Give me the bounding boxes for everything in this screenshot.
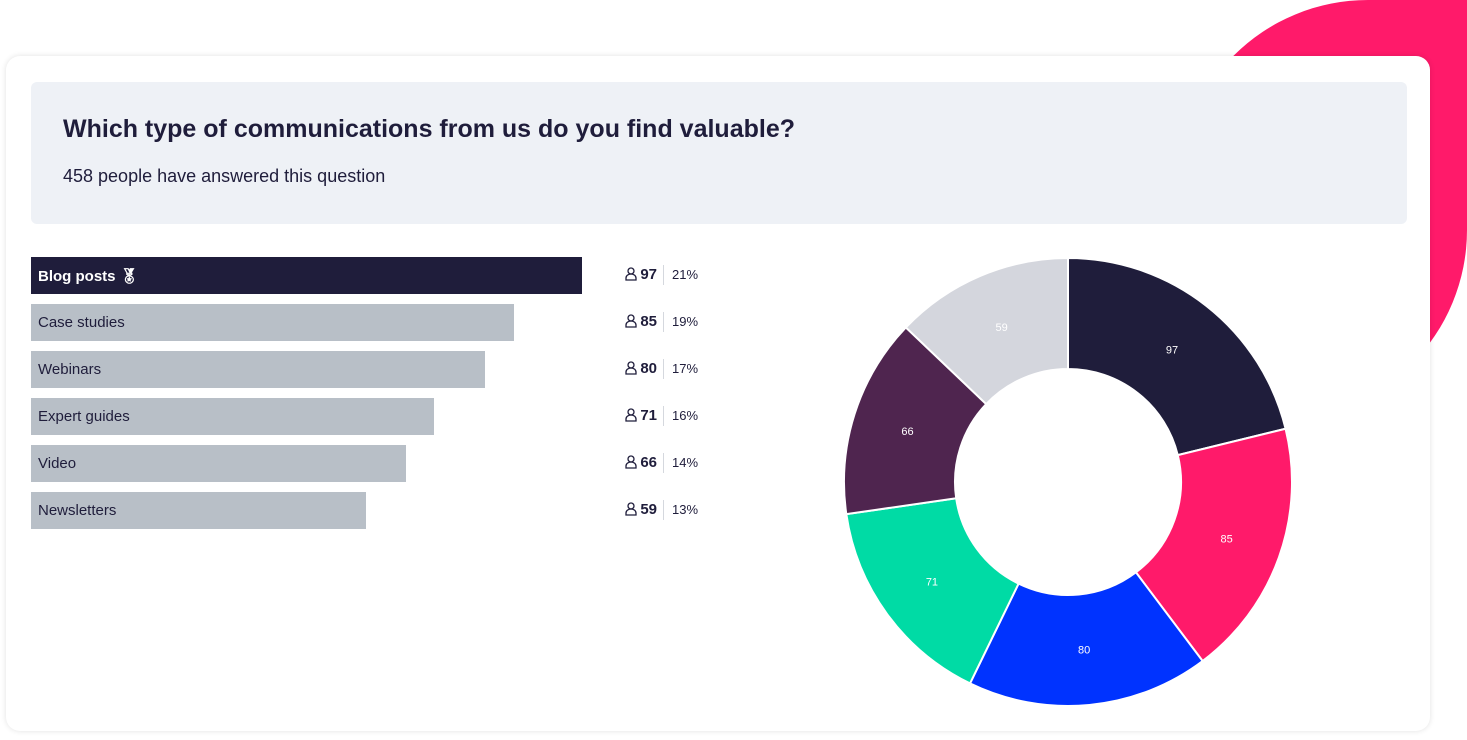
- bar-percent: 21%: [672, 267, 699, 282]
- bar-percent: 19%: [672, 314, 699, 329]
- donut-chart: 97 85 80 71 66 59: [843, 256, 1293, 707]
- bar-label: Case studies: [38, 314, 125, 331]
- slice-label: 97: [1166, 344, 1178, 356]
- question-title: Which type of communications from us do …: [63, 115, 795, 143]
- bar-count: 80: [601, 360, 657, 377]
- person-icon: [625, 267, 637, 281]
- bar-label: Expert guides: [38, 408, 130, 425]
- donut-slice: [843, 326, 988, 516]
- slice-label: 80: [1078, 645, 1090, 657]
- medal-icon: 🏅︎: [119, 268, 139, 285]
- donut-slice: [1067, 256, 1287, 457]
- slice-label: 66: [901, 426, 913, 438]
- bar-row: Newsletters 59 13%: [31, 492, 731, 529]
- bar-label: Webinars: [38, 361, 102, 378]
- bar: Case studies: [31, 304, 514, 341]
- response-count: 458 people have answered this question: [63, 166, 386, 186]
- bar-row: Case studies 85 19%: [31, 304, 731, 341]
- bar: Newsletters: [31, 492, 367, 529]
- bar-label: Newsletters: [38, 502, 117, 519]
- question-header: Which type of communications from us do …: [31, 82, 1407, 224]
- bar-count: 66: [601, 454, 657, 471]
- bar-label: Blog posts 🏅︎: [38, 268, 139, 285]
- slice-label: 71: [926, 576, 938, 588]
- bar-percent: 13%: [672, 502, 699, 517]
- person-icon: [625, 408, 637, 422]
- person-icon: [625, 455, 637, 469]
- donut-slice: [904, 256, 1069, 406]
- bar-row: Expert guides 71 16%: [31, 398, 731, 435]
- bar: Webinars: [31, 351, 486, 388]
- person-icon: [625, 314, 637, 328]
- donut-slice: [845, 497, 1020, 685]
- bar-row: Blog posts 🏅︎ 97 21%: [31, 257, 731, 294]
- bar: Blog posts 🏅︎: [31, 257, 582, 294]
- divider: [663, 406, 664, 426]
- divider: [663, 359, 664, 379]
- question-card: Which type of communications from us do …: [6, 56, 1430, 731]
- bar-percent: 16%: [672, 408, 699, 423]
- slice-label: 85: [1221, 534, 1233, 546]
- bar-row: Webinars 80 17%: [31, 351, 731, 388]
- slice-label: 59: [996, 322, 1008, 334]
- bar-label: Video: [38, 455, 77, 472]
- divider: [663, 500, 664, 520]
- person-icon: [625, 361, 637, 375]
- divider: [663, 453, 664, 473]
- bar-count: 59: [601, 501, 657, 518]
- bar-row: Video 66 14%: [31, 445, 731, 482]
- bar-percent: 17%: [672, 361, 699, 376]
- bar-count: 85: [601, 313, 657, 330]
- bar: Video: [31, 445, 406, 482]
- donut-slice: [968, 570, 1205, 707]
- bar: Expert guides: [31, 398, 435, 435]
- bar-percent: 14%: [672, 455, 699, 470]
- bar-count: 97: [601, 266, 657, 283]
- divider: [663, 265, 664, 285]
- divider: [663, 312, 664, 332]
- donut-slice: [1134, 427, 1293, 663]
- person-icon: [625, 502, 637, 516]
- bar-count: 71: [601, 407, 657, 424]
